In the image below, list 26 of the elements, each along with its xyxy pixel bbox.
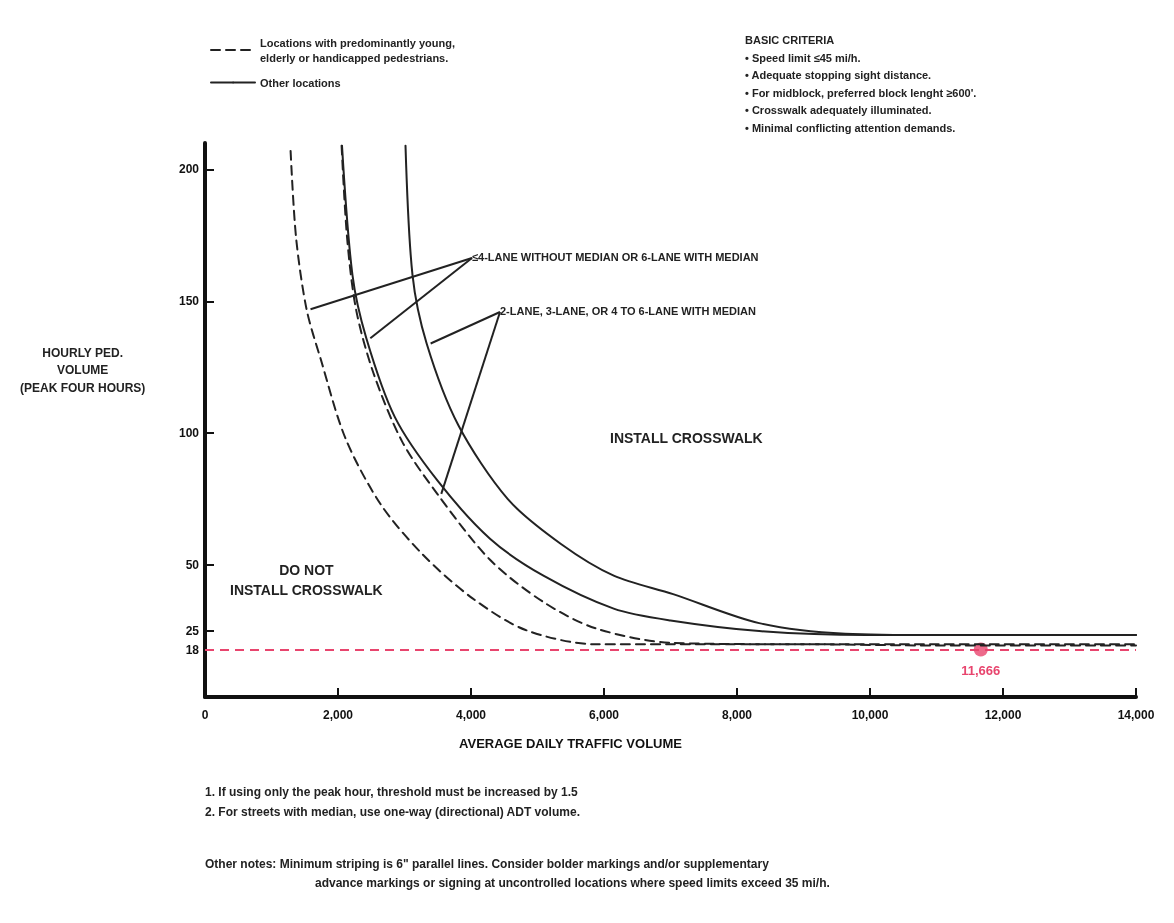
y-tick-label: 50 (185, 558, 200, 573)
x-tick-label: 6,000 (588, 708, 620, 722)
annotation: 11,666 (961, 661, 1001, 680)
y-tick-label: 18 (185, 642, 200, 657)
x-axis-title: AVERAGE DAILY TRAFFIC VOLUME (459, 736, 683, 751)
x-tick-label: 4,000 (455, 708, 487, 722)
x-tick-label: 12,000 (984, 708, 1022, 722)
y-axis-title: HOURLY PED. VOLUME (PEAK FOUR HOURS) (20, 345, 146, 397)
legend-label: Other locations (260, 76, 341, 89)
y-tick-label: 100 (178, 426, 200, 441)
text: Other notes: Minimum striping is 6" parallel lines. Consider bolder markings and/or supplementary advance markings or signing at uncontrolled locations where speed limits exceed 35 mi/h. (205, 856, 830, 893)
x-tick-label: 14,000 (1117, 708, 1155, 722)
y-tick-label: 150 (178, 294, 200, 309)
x-tick-label: 0 (201, 708, 209, 722)
x-tick-label: 8,000 (721, 708, 753, 722)
y-tick-label: 25 (185, 624, 200, 639)
text: 1. If using only the peak hour, threshold must be increased by 1.5 2. For streets with median, use one-way (directional) ADT volume. (205, 784, 580, 822)
legend-label: Locations with predominantly young, elderly or handicapped pedestrians. (260, 36, 459, 64)
annotation: INSTALL CROSSWALK (610, 429, 763, 448)
annotation: 2-LANE, 3-LANE, OR 4 TO 6-LANE WITH MEDIAN (500, 304, 756, 319)
y-tick-label: 200 (178, 162, 200, 177)
x-tick-label: 2,000 (322, 708, 354, 722)
text: BASIC CRITERIA • Speed limit ≤45 mi/h. • Adequate stopping sight distance. • For midblock, preferred block lenght ≥600'. • Crosswalk adequately illuminated. • Minimal conflicting attention demands. (745, 33, 977, 136)
annotation: DO NOT INSTALL CROSSWALK (230, 561, 383, 601)
annotation: ≤4-LANE WITHOUT MEDIAN OR 6-LANE WITH MEDIAN (472, 250, 759, 265)
x-tick-label: 10,000 (851, 708, 889, 722)
